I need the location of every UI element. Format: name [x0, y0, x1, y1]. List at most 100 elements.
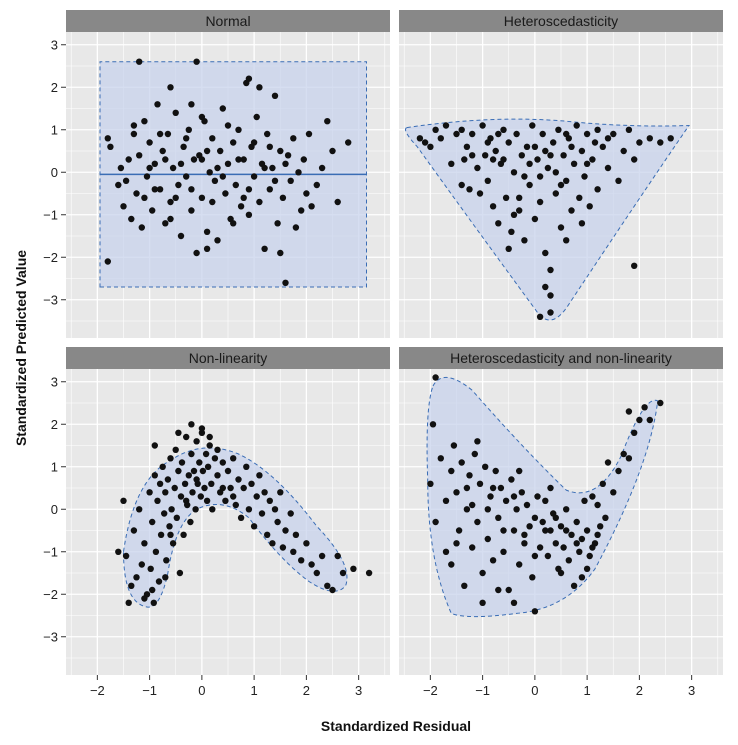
confidence-region — [426, 377, 659, 618]
data-point — [599, 143, 606, 150]
data-point — [576, 194, 583, 201]
data-point — [211, 455, 219, 462]
data-point — [183, 173, 190, 180]
data-point — [334, 552, 341, 560]
data-point — [429, 421, 437, 428]
data-point — [544, 164, 552, 172]
data-point — [150, 599, 157, 606]
data-point — [201, 484, 208, 492]
data-point — [565, 557, 572, 564]
data-point — [421, 139, 429, 146]
data-point — [599, 480, 606, 487]
data-point — [175, 467, 182, 475]
data-point — [463, 506, 471, 513]
data-point — [232, 181, 239, 189]
data-point — [458, 459, 465, 466]
data-point — [177, 160, 185, 167]
facet-title-non-linearity: Non-linearity — [189, 350, 268, 366]
data-point — [122, 552, 130, 560]
data-point — [476, 480, 484, 487]
data-point — [594, 501, 601, 509]
data-point — [156, 130, 164, 138]
data-point — [476, 190, 484, 197]
data-point — [544, 552, 552, 560]
data-point — [453, 540, 460, 547]
data-point — [604, 135, 612, 142]
data-point — [505, 139, 512, 146]
data-point — [222, 190, 229, 197]
data-point — [516, 207, 523, 214]
data-points — [416, 122, 674, 320]
x-axis-title: Standardized Residual — [321, 718, 471, 734]
data-point — [510, 169, 518, 176]
data-point — [432, 518, 439, 526]
data-point — [313, 569, 320, 577]
data-point — [181, 480, 189, 487]
data-point — [484, 535, 491, 543]
data-point — [185, 472, 192, 479]
data-point — [557, 224, 565, 231]
data-point — [479, 569, 486, 577]
data-point — [521, 173, 528, 180]
data-point — [183, 135, 190, 142]
data-point — [552, 190, 559, 197]
y-tick-label: −3 — [43, 292, 58, 307]
data-point — [482, 463, 489, 470]
data-point — [502, 497, 510, 504]
data-point — [589, 493, 596, 500]
data-point — [471, 450, 478, 458]
data-point — [117, 164, 125, 172]
data-point — [164, 476, 172, 483]
data-point — [193, 438, 200, 445]
data-point — [240, 194, 247, 201]
data-point — [573, 122, 580, 129]
data-point — [581, 497, 588, 504]
data-point — [214, 237, 221, 244]
data-point — [552, 540, 559, 547]
data-point — [209, 198, 216, 206]
data-point — [442, 548, 450, 555]
data-point — [209, 506, 216, 513]
y-tick-label: −2 — [43, 587, 58, 602]
data-point — [495, 130, 502, 138]
facet-strip — [66, 10, 390, 32]
data-point — [484, 506, 491, 513]
data-point — [290, 135, 297, 142]
data-point — [523, 501, 531, 509]
data-point — [199, 467, 207, 475]
data-point — [510, 599, 518, 606]
data-point — [159, 147, 166, 155]
facet-title-heteroscedasticity-and-non-linearity: Heteroscedasticity and non-linearity — [450, 350, 672, 366]
data-point — [219, 173, 226, 180]
data-point — [274, 220, 281, 227]
data-point — [159, 463, 166, 470]
data-point — [583, 130, 591, 138]
data-point — [256, 84, 263, 91]
data-point — [138, 561, 145, 568]
data-point — [188, 421, 195, 428]
data-point — [523, 143, 531, 150]
x-tick-label: −1 — [475, 683, 490, 698]
data-point — [177, 232, 185, 240]
data-point — [219, 484, 226, 492]
data-point — [461, 156, 468, 163]
data-point — [154, 497, 161, 504]
data-point — [138, 224, 145, 231]
data-point — [547, 484, 554, 492]
data-point — [308, 203, 315, 210]
data-point — [136, 152, 143, 159]
data-point — [222, 497, 229, 504]
data-point — [461, 582, 468, 589]
facet-title-normal: Normal — [205, 13, 250, 29]
data-point — [542, 147, 549, 155]
data-point — [209, 135, 216, 142]
data-point — [149, 207, 156, 214]
data-point — [542, 249, 549, 257]
data-point — [536, 313, 544, 320]
data-point — [589, 156, 596, 163]
data-point — [489, 156, 497, 163]
data-point — [203, 147, 211, 155]
data-point — [197, 493, 204, 500]
data-point — [547, 292, 554, 299]
data-point — [560, 152, 567, 159]
